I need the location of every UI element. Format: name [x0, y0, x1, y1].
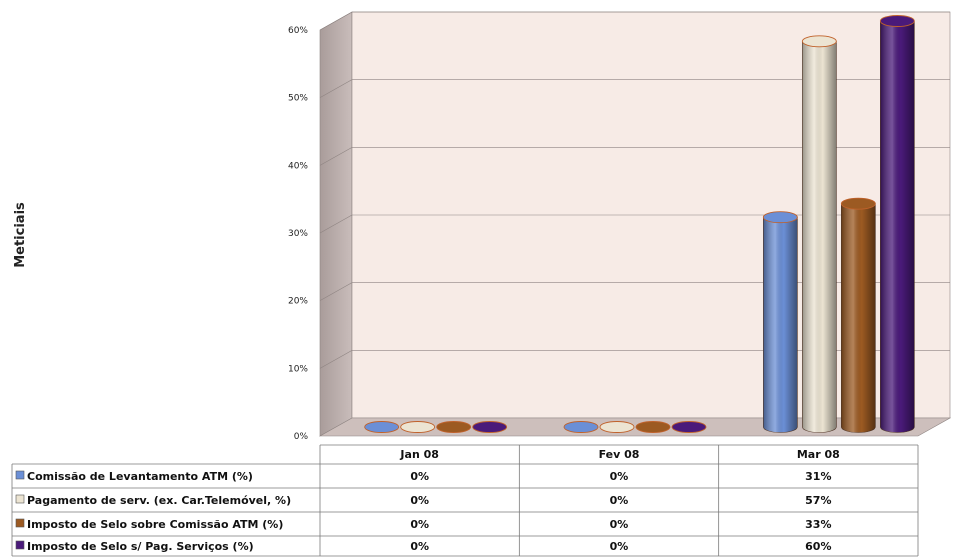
legend-label: Imposto de Selo s/ Pag. Serviços (%): [27, 540, 254, 553]
gridline-side: [319, 282, 353, 301]
y-tick-label: 60%: [288, 26, 308, 36]
gridline-side: [319, 147, 353, 166]
legend-swatch: [15, 540, 25, 550]
bar-top: [762, 211, 798, 224]
y-tick-label: 0%: [294, 432, 309, 442]
bar-top: [563, 421, 599, 433]
legend-swatch: [15, 518, 25, 528]
y-tick-label: 20%: [288, 297, 308, 307]
legend-swatch: [15, 494, 25, 504]
bar-top: [400, 421, 436, 433]
y-tick-label: 30%: [288, 229, 308, 239]
data-label: 33%: [805, 518, 831, 531]
bar-series: [364, 15, 915, 433]
data-label: 0%: [610, 518, 629, 531]
x-tick-label: Fev 08: [599, 448, 640, 461]
bar-shading: [880, 21, 915, 433]
legend-label: Comissão de Levantamento ATM (%): [27, 470, 253, 483]
bar-top: [436, 421, 472, 433]
x-tick-label: Jan 08: [399, 448, 438, 461]
bar-shading: [802, 41, 837, 433]
data-label: 0%: [610, 494, 629, 507]
bar-4-jan-08: [472, 421, 508, 433]
bar-shading: [841, 203, 876, 433]
data-label: 60%: [805, 540, 831, 553]
data-label: 0%: [610, 540, 629, 553]
y-tick-label: 40%: [288, 161, 308, 171]
data-label: 0%: [410, 540, 429, 553]
bar-shading: [763, 217, 798, 433]
bar-2-mar-08: [801, 35, 837, 433]
bar-top: [879, 15, 915, 27]
gridline-side: [319, 214, 353, 234]
bar-top: [840, 197, 876, 210]
gridline-side: [319, 11, 353, 31]
gridline-side: [319, 350, 353, 369]
bar-1-jan-08: [364, 421, 400, 433]
data-label: 0%: [410, 494, 429, 507]
bar-top: [801, 35, 837, 48]
bar-top: [671, 421, 707, 433]
bar-1-mar-08: [762, 211, 798, 433]
bar-top: [364, 421, 400, 433]
bar-top: [472, 421, 508, 433]
y-tick-label: 10%: [288, 364, 308, 374]
bar-3-mar-08: [840, 197, 876, 433]
legend-swatch: [15, 470, 25, 480]
data-label: 0%: [410, 470, 429, 483]
bar-top: [635, 421, 671, 433]
data-label: 57%: [805, 494, 831, 507]
bar-top: [599, 421, 635, 433]
bar-2-fev-08: [599, 421, 635, 433]
y-tick-label: 50%: [288, 94, 308, 104]
y-axis-label: Meticiais: [13, 202, 28, 268]
bar-1-fev-08: [563, 421, 599, 433]
data-label: 0%: [410, 518, 429, 531]
y-axis-ticks: 0% 10% 20% 30% 40% 50% 60%: [288, 26, 308, 442]
x-tick-label: Mar 08: [797, 448, 840, 461]
legend-label: Pagamento de serv. (ex. Car.Telemóvel, %…: [27, 494, 291, 507]
bar-3-jan-08: [436, 421, 472, 433]
data-label: 31%: [805, 470, 831, 483]
bar-4-fev-08: [671, 421, 707, 433]
bar-4-mar-08: [879, 15, 915, 433]
data-table: Jan 08 Fev 08 Mar 08 Comissão de Levantamen…: [11, 444, 919, 557]
legend-label: Imposto de Selo sobre Comissão ATM (%): [27, 518, 283, 531]
data-label: 0%: [610, 470, 629, 483]
bar-2-jan-08: [400, 421, 436, 433]
gridline-side: [319, 79, 353, 98]
bar-3-fev-08: [635, 421, 671, 433]
